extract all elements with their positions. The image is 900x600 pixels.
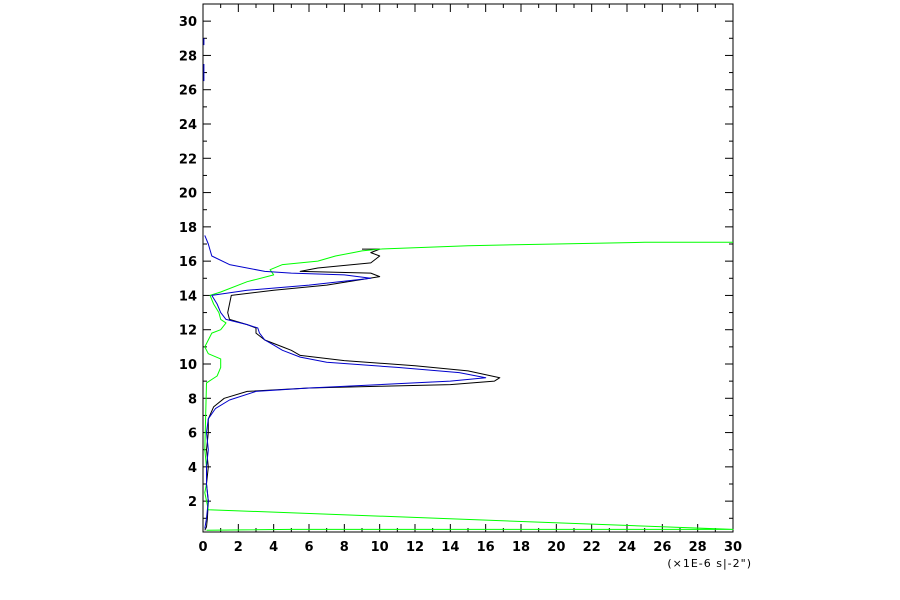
- y-tick-label: 12: [179, 324, 197, 339]
- y-tick-label: 22: [179, 152, 197, 167]
- x-tick-label: 20: [547, 540, 565, 555]
- y-tick-label: 16: [179, 255, 197, 270]
- y-tick-label: 2: [188, 495, 197, 510]
- x-tick-label: 2: [234, 540, 243, 555]
- y-tick-label: 18: [179, 221, 197, 236]
- x-tick-label: 8: [340, 540, 349, 555]
- x-tick-label: 22: [583, 540, 601, 555]
- y-tick-label: 6: [188, 427, 197, 442]
- series-line-1: [204, 248, 501, 531]
- x-tick-label: 10: [371, 540, 389, 555]
- x-unit-label: (×1E-6 s|-2"): [667, 557, 752, 570]
- y-tick-label: 28: [179, 49, 197, 64]
- y-tick-label: 4: [188, 461, 197, 476]
- x-tick-label: 0: [198, 540, 207, 555]
- x-tick-label: 26: [653, 540, 671, 555]
- x-tick-label: 24: [618, 540, 636, 555]
- x-tick-label: 16: [477, 540, 495, 555]
- series-line-2: [204, 241, 734, 531]
- series-line-3: [204, 235, 487, 529]
- y-tick-label: 24: [179, 118, 197, 133]
- y-tick-label: 30: [179, 15, 197, 30]
- x-tick-label: 14: [441, 540, 459, 555]
- y-tick-label: 8: [188, 392, 197, 407]
- y-tick-label: 26: [179, 84, 197, 99]
- x-tick-label: 30: [724, 540, 742, 555]
- x-tick-label: 12: [406, 540, 424, 555]
- y-tick-label: 14: [179, 289, 197, 304]
- y-tick-label: 10: [179, 358, 197, 373]
- plot-frame: [202, 3, 734, 533]
- x-tick-label: 18: [512, 540, 530, 555]
- x-tick-label: 28: [689, 540, 707, 555]
- x-tick-label: 4: [269, 540, 278, 555]
- x-axis: 0 2 4 6 8 10 12 14 16 18 20 22 24 26 28 30: [198, 4, 742, 555]
- series-layer: [203, 38, 734, 531]
- x-tick-label: 6: [304, 540, 313, 555]
- y-tick-label: 20: [179, 187, 197, 202]
